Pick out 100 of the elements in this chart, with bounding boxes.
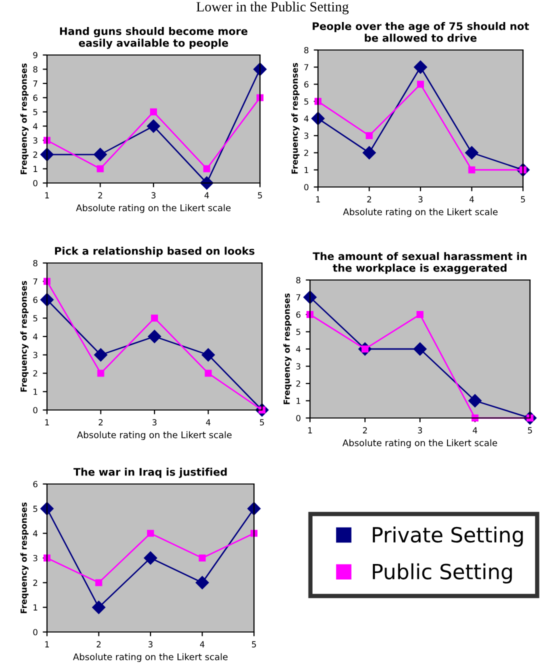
point (148, 330, 162, 344)
y-tick-label: 0 (296, 414, 300, 422)
y-tick-label: 2 (296, 380, 300, 387)
point (40, 293, 54, 306)
point (203, 165, 210, 172)
y-axis-title: Frequency of responses (283, 293, 292, 404)
chart-title: The war in Iraq is justified (73, 468, 227, 478)
y-tick-label: 3 (304, 132, 308, 139)
x-tick-label: 4 (200, 641, 204, 648)
y-tick-label: 8 (33, 66, 38, 73)
point (362, 146, 376, 160)
y-tick-label: 6 (33, 94, 38, 101)
x-tick-label: 2 (362, 427, 367, 434)
y-tick-label: 1 (304, 166, 308, 174)
y-tick-label: 0 (304, 184, 308, 190)
y-tick-label: 3 (33, 137, 38, 144)
point (314, 98, 322, 105)
point (417, 80, 424, 88)
y-tick-label: 0 (33, 406, 38, 414)
y-axis-title: Frequency of responses (291, 62, 300, 174)
y-tick-label: 8 (304, 46, 308, 54)
chart-title: Pick a relationship based on looks (55, 246, 254, 257)
x-tick-label: 3 (418, 427, 422, 434)
point (92, 600, 106, 614)
point (146, 120, 160, 133)
y-axis-title: Frequency of responses (20, 280, 29, 392)
y-tick-label: 5 (33, 506, 38, 512)
y-tick-label: 6 (33, 296, 38, 304)
point (147, 530, 154, 537)
point (247, 502, 261, 516)
y-tick-label: 4 (304, 116, 309, 122)
x-tick-label: 3 (152, 419, 156, 426)
x-tick-label: 5 (258, 192, 262, 198)
point (465, 146, 478, 160)
x-tick-label: 5 (252, 641, 256, 648)
y-tick-label: 7 (33, 278, 38, 285)
point (202, 348, 215, 362)
point (204, 370, 212, 377)
point (256, 94, 264, 102)
y-tick-label: 6 (33, 480, 38, 488)
x-tick-label: 4 (470, 196, 474, 202)
y-tick-label: 7 (33, 80, 38, 87)
y-tick-label: 9 (33, 52, 38, 58)
point (366, 132, 373, 140)
point (468, 394, 482, 408)
x-tick-label: 2 (96, 641, 101, 648)
x-tick-label: 1 (45, 192, 49, 198)
y-tick-label: 7 (304, 64, 308, 70)
y-tick-label: 2 (33, 580, 38, 586)
y-axis-title: Frequency of responses (20, 502, 29, 614)
point (200, 176, 214, 190)
point (413, 342, 427, 356)
x-tick-label: 4 (204, 192, 209, 198)
point (303, 290, 317, 304)
x-tick-label: 2 (367, 196, 372, 202)
x-tick-label: 3 (418, 196, 422, 202)
point (40, 502, 54, 516)
y-axis-title: Frequency of responses (20, 63, 29, 174)
y-tick-label: 6 (304, 81, 308, 88)
x-tick-label: 1 (45, 419, 49, 426)
point (96, 165, 104, 172)
point (414, 60, 428, 74)
y-tick-label: 4 (33, 530, 38, 536)
x-tick-label: 3 (148, 641, 152, 648)
y-tick-label: 3 (296, 363, 300, 370)
y-tick-label: 1 (34, 604, 38, 610)
x-tick-label: 5 (260, 419, 264, 426)
point (306, 311, 314, 318)
y-tick-label: 1 (296, 398, 300, 404)
chart-title: People over the age of 75 should not be allowed to drive (312, 22, 529, 42)
y-tick-label: 2 (304, 150, 308, 156)
point (144, 551, 158, 565)
x-tick-label: 5 (528, 427, 532, 434)
x-axis-title: Absolute rating on the Likert scale (77, 431, 232, 440)
y-tick-label: 4 (296, 346, 301, 352)
x-tick-label: 3 (151, 192, 156, 198)
point (44, 554, 50, 562)
point (44, 278, 50, 285)
x-tick-label: 5 (520, 196, 525, 202)
y-tick-label: 2 (33, 152, 38, 158)
point (416, 311, 424, 318)
x-tick-label: 2 (98, 192, 102, 198)
point (94, 348, 108, 362)
x-axis-title: Absolute rating on the Likert scale (73, 653, 228, 662)
y-tick-label: 1 (34, 166, 38, 172)
y-tick-label: 0 (33, 628, 38, 636)
text: Lower in the Public Setting (196, 2, 349, 14)
x-tick-label: 4 (472, 427, 478, 434)
point (198, 554, 206, 562)
y-tick-label: 2 (33, 370, 38, 376)
point (250, 530, 258, 537)
point (151, 314, 158, 322)
y-tick-label: 3 (33, 352, 38, 358)
point (150, 108, 157, 116)
x-axis-title: Absolute rating on the Likert scale (343, 208, 498, 217)
y-tick-label: 4 (33, 123, 38, 130)
chart-title: The amount of sexual harassment in the workplace is exaggerated (312, 252, 526, 274)
point (97, 370, 104, 377)
x-axis-title: Absolute rating on the Likert scale (342, 439, 498, 448)
x-tick-label: 4 (206, 419, 210, 426)
